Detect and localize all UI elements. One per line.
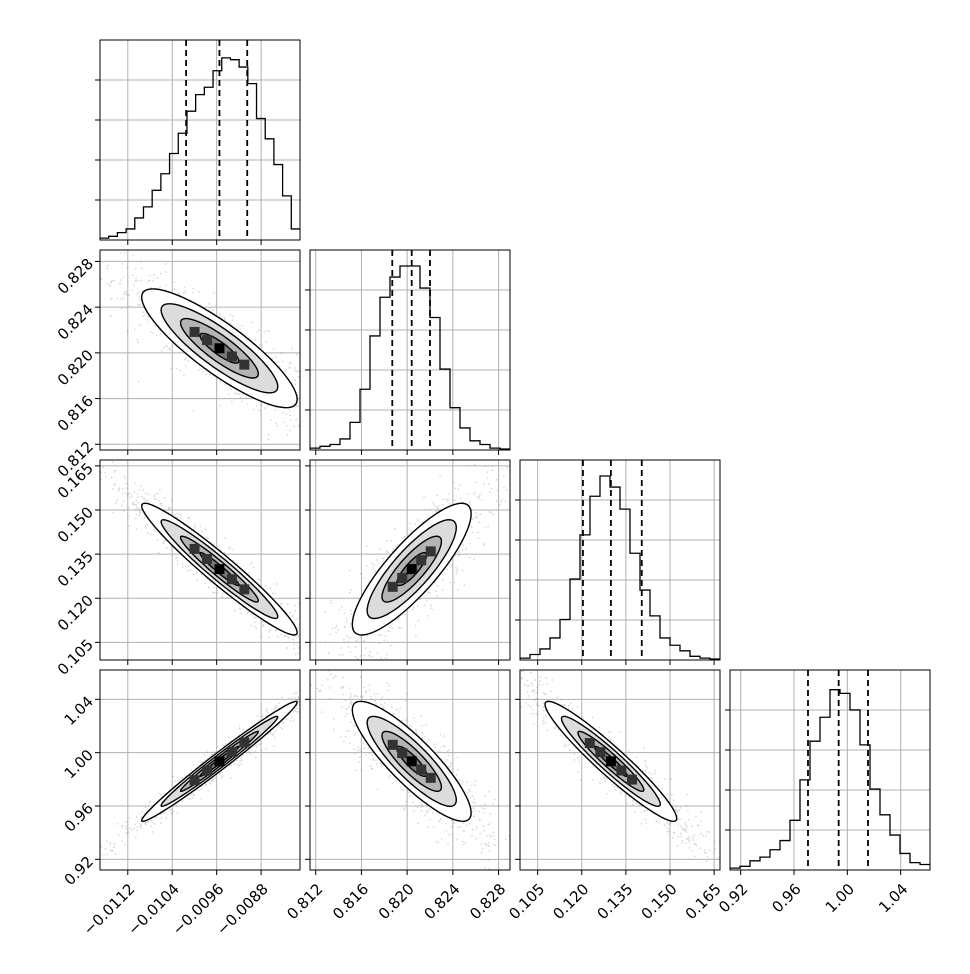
axes-frame — [99, 39, 301, 241]
axes-frame — [729, 669, 931, 871]
x-tick-label: 1.00 — [822, 880, 858, 916]
y-tick-label: 0.96 — [61, 799, 97, 835]
grid-lines — [520, 460, 720, 660]
axes-frame — [99, 669, 301, 871]
density-bin — [239, 359, 250, 370]
histogram-panel-3 — [515, 459, 721, 665]
density-core — [189, 326, 250, 370]
y-tick-label: 0.824 — [54, 300, 97, 343]
density-bin — [226, 746, 237, 757]
axes-frame — [309, 669, 511, 871]
density-bin — [616, 765, 627, 776]
density-bin — [189, 775, 200, 786]
density-core — [189, 543, 250, 595]
axes-frame — [99, 459, 301, 661]
axes-frame — [99, 249, 301, 451]
density-bin — [202, 553, 212, 564]
density-bin — [397, 748, 408, 759]
scatter-panel-4-2 — [305, 669, 511, 875]
density-core — [387, 546, 436, 592]
x-tick-label: 0.105 — [505, 880, 548, 923]
x-tick-label: 0.816 — [329, 880, 372, 923]
density-bin — [626, 774, 637, 785]
density-bin — [214, 564, 225, 575]
density-bin — [397, 572, 408, 583]
x-tick-label: 0.812 — [283, 880, 326, 923]
x-tick-label: 0.135 — [594, 880, 637, 923]
density-bin — [406, 756, 417, 767]
histogram-step-line — [730, 689, 930, 870]
scatter-panel-3-1 — [95, 459, 301, 665]
histogram-step-line — [310, 265, 510, 450]
density-bin — [214, 343, 225, 354]
x-tick-label: 0.824 — [421, 880, 464, 923]
density-bin — [406, 564, 417, 575]
density-bin — [387, 581, 398, 592]
y-tick-label: 0.135 — [54, 547, 97, 590]
density-core — [387, 739, 436, 783]
panel-content — [520, 670, 720, 870]
density-bin — [416, 764, 427, 775]
density-bin — [202, 335, 212, 346]
grid-lines — [310, 250, 510, 450]
y-tick-label: 0.820 — [54, 346, 97, 389]
panel-content — [100, 460, 300, 660]
x-tick-label: 0.92 — [715, 880, 751, 916]
histogram-step-line — [520, 475, 720, 660]
panel-content — [310, 460, 510, 660]
axes-frame — [309, 459, 511, 661]
density-bin — [425, 546, 436, 557]
axes-frame — [519, 669, 721, 871]
axes-frame — [309, 249, 511, 451]
x-tick-label: 0.150 — [638, 880, 681, 923]
histogram-step-line — [100, 57, 300, 240]
density-core — [189, 737, 250, 786]
panel-content — [100, 250, 300, 450]
grid-lines — [100, 40, 300, 240]
y-tick-label: 0.120 — [54, 592, 97, 635]
x-tick-label: 1.04 — [875, 880, 911, 916]
density-bin — [239, 737, 250, 748]
y-tick-label: 1.04 — [61, 693, 97, 729]
density-bin — [226, 351, 237, 362]
panel-content — [310, 670, 510, 870]
density-bin — [189, 326, 200, 337]
y-tick-label: 0.92 — [61, 853, 97, 889]
density-bin — [226, 574, 237, 585]
y-tick-label: 0.105 — [54, 636, 97, 679]
density-bin — [239, 584, 250, 595]
histogram-panel-4 — [725, 669, 931, 875]
histogram-panel-2 — [305, 249, 511, 455]
x-tick-label: 0.96 — [768, 880, 804, 916]
y-tick-label: 1.00 — [61, 746, 97, 782]
density-bin — [584, 738, 595, 749]
density-core — [584, 738, 637, 785]
density-bin — [387, 739, 398, 750]
density-bin — [202, 765, 212, 776]
density-bin — [605, 756, 616, 767]
scatter-panel-3-2 — [305, 459, 511, 665]
density-bin — [416, 555, 427, 566]
y-tick-label: 0.828 — [54, 255, 97, 298]
x-tick-label: 0.828 — [466, 880, 509, 923]
y-tick-label: 0.150 — [54, 503, 97, 546]
density-bin — [189, 543, 200, 554]
x-tick-label: 0.120 — [549, 880, 592, 923]
density-bin — [425, 772, 436, 783]
x-tick-label: 0.820 — [375, 880, 418, 923]
y-tick-label: 0.816 — [54, 392, 97, 435]
density-bin — [595, 747, 606, 758]
grid-lines — [730, 670, 930, 870]
scatter-panel-4-1 — [95, 669, 301, 875]
scatter-panel-4-3 — [515, 669, 721, 875]
scatter-panel-2-1 — [95, 249, 301, 455]
density-bin — [214, 756, 225, 767]
axes-frame — [519, 459, 721, 661]
histogram-panel-1 — [95, 39, 301, 245]
panel-content — [100, 670, 300, 870]
